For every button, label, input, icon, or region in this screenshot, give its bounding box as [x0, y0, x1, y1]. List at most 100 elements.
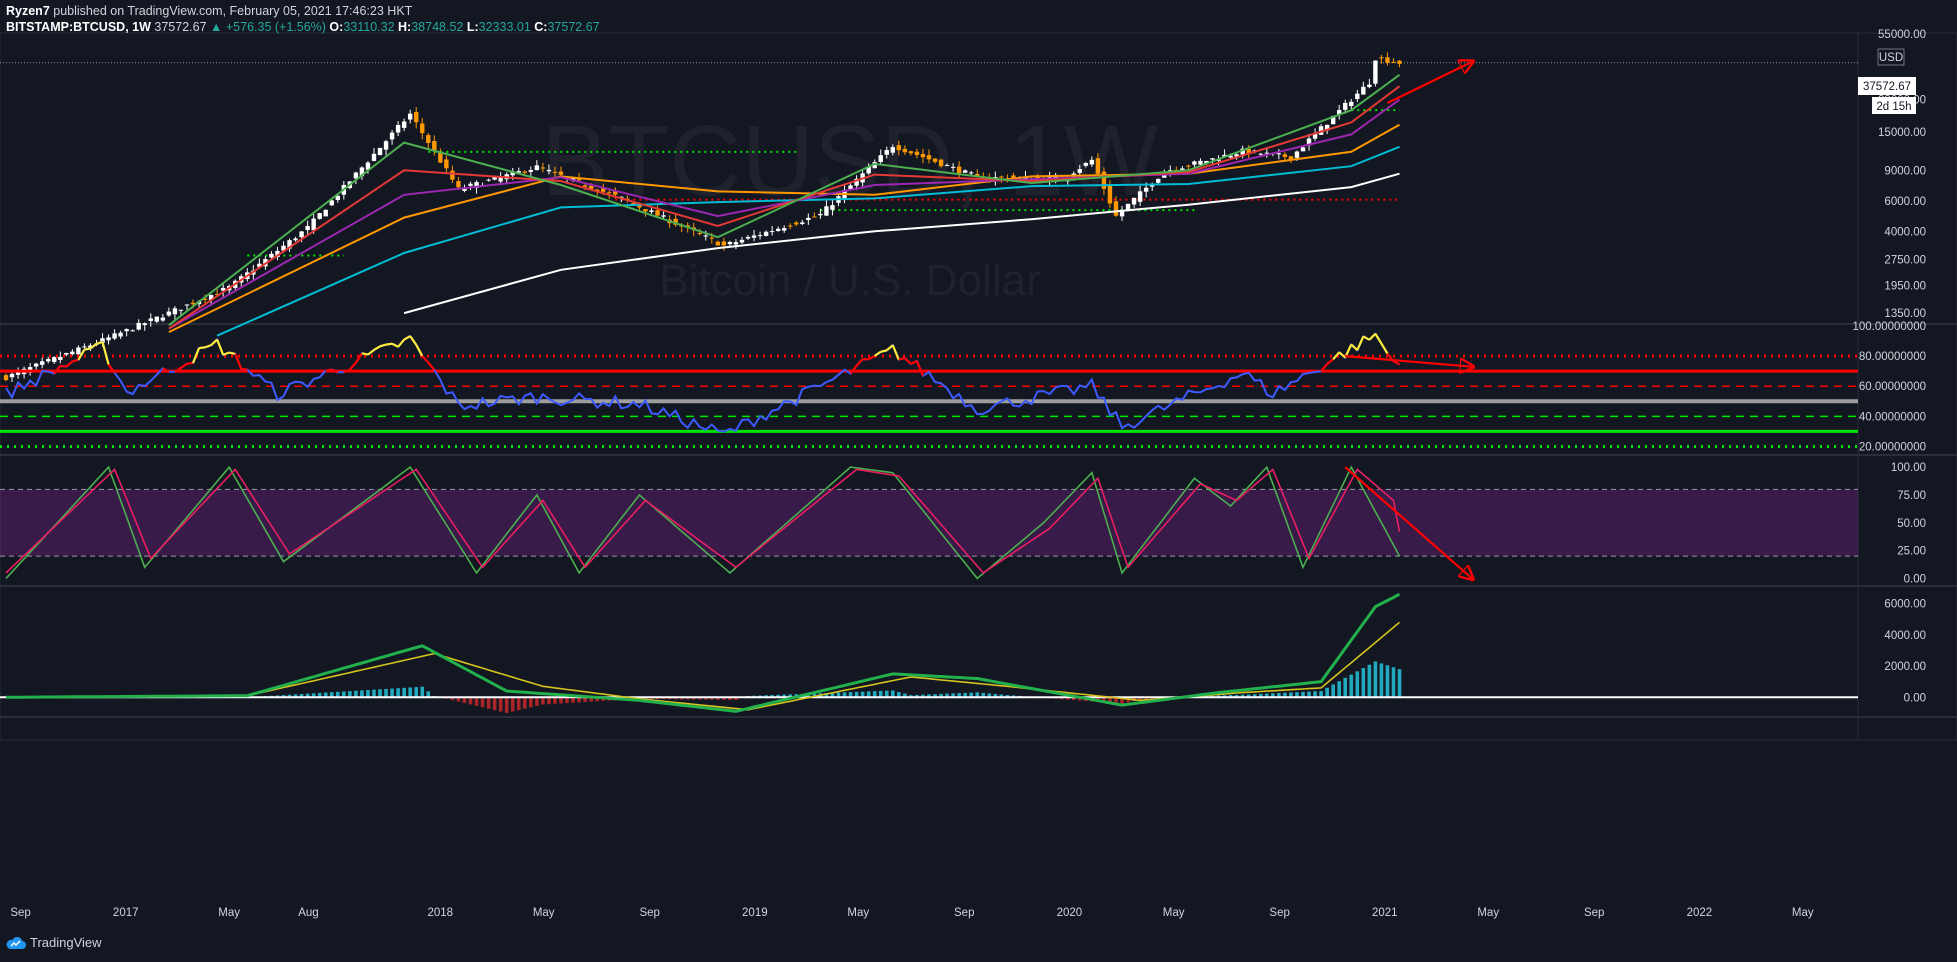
rsi-overbought-segment [891, 344, 900, 361]
candle-body [999, 176, 1004, 178]
candle-body [1107, 185, 1113, 204]
candle-body [824, 206, 829, 216]
macd-histogram-bar [281, 695, 286, 698]
rsi-overbought-segment [204, 344, 212, 349]
candle-body [462, 188, 467, 191]
rsi-divergence-arrow [1345, 355, 1472, 367]
candle-body [269, 253, 274, 258]
candle-body [142, 323, 147, 326]
time-tick-label: 2019 [742, 907, 768, 919]
candle-body [926, 155, 932, 160]
rsi-overbought-segment [1356, 335, 1365, 351]
candle-body [709, 237, 715, 239]
plot-border [0, 32, 1957, 741]
macd-histogram-bar [523, 697, 527, 709]
candle-body [407, 113, 413, 120]
candle-body [715, 241, 721, 246]
macd-histogram-bar [782, 694, 787, 698]
candle-body [1119, 210, 1125, 217]
macd-histogram-bar [1283, 692, 1287, 698]
price-tick-label: 1950.00 [1884, 280, 1926, 292]
macd-histogram-bar [933, 694, 937, 698]
rsi-overbought-segment [880, 349, 888, 353]
candle-body [540, 167, 546, 169]
time-tick-label: May [1163, 907, 1185, 919]
candle-body [160, 317, 166, 321]
candle-body [812, 216, 817, 218]
candle-body [450, 170, 455, 180]
macd-histogram-bar [504, 697, 509, 713]
candle-body [1156, 178, 1161, 183]
candle-body [82, 346, 87, 348]
rsi-overbought-segment [415, 344, 424, 357]
candle-body [1258, 153, 1263, 155]
candle-body [588, 185, 594, 190]
rsi-overbought-segment [191, 347, 201, 364]
macd-histogram-bar [342, 691, 346, 698]
candle-body [1282, 154, 1288, 158]
candle-body [1198, 160, 1203, 165]
candle-body [401, 121, 407, 128]
candle-body [293, 238, 298, 241]
rsi-overbought-segment [397, 338, 405, 348]
candle-body [148, 318, 153, 321]
candle-body [1300, 147, 1306, 152]
macd-histogram-bar [420, 686, 425, 698]
macd-histogram-bar [812, 693, 817, 698]
high-label: H: [398, 20, 412, 34]
macd-histogram-bar [1065, 697, 1070, 700]
candle-body [631, 203, 636, 205]
stoch-tick-label: 0.00 [1904, 573, 1926, 585]
macd-histogram-bar [1120, 697, 1124, 704]
open-value: 33110.32 [343, 20, 395, 34]
rsi-overbought-segment [349, 362, 357, 371]
candle-body [64, 353, 69, 355]
candle-body [486, 179, 491, 181]
time-tick-label: 2020 [1057, 907, 1083, 919]
footer-brand[interactable]: TradingView [6, 935, 102, 950]
candle-body [890, 147, 895, 153]
symbol-name[interactable]: BITSTAMP:BTCUSD, 1W [6, 20, 151, 34]
candle-body [920, 153, 926, 158]
macd-histogram-bar [1349, 674, 1354, 698]
rsi-overbought-segment [331, 368, 339, 374]
candle-body [854, 178, 859, 186]
candle-body [733, 242, 739, 245]
author-name[interactable]: Ryzen7 [6, 4, 50, 18]
moving-average-line [168, 85, 1401, 330]
macd-histogram-bar [728, 697, 732, 700]
candle-body [516, 171, 521, 173]
macd-histogram-bar [1102, 697, 1106, 703]
rsi-overbought-segment [162, 367, 170, 373]
macd-histogram-bar [957, 693, 961, 698]
macd-histogram-bar [1240, 694, 1245, 698]
macd-histogram-bar [1325, 687, 1329, 698]
time-tick-label: May [218, 907, 240, 919]
macd-histogram-bar [360, 690, 364, 698]
candle-body [208, 295, 214, 301]
macd-histogram-bar [903, 693, 907, 698]
macd-histogram-bar [830, 692, 835, 698]
macd-histogram-bar [529, 697, 533, 708]
candle-body [1113, 201, 1119, 216]
macd-histogram-bar [535, 697, 539, 706]
rsi-overbought-segment [53, 365, 62, 375]
candle-body [76, 347, 81, 355]
price-tick-label: 6000.00 [1884, 196, 1926, 208]
candle-body [9, 373, 15, 378]
candle-body [383, 141, 389, 150]
candle-body [52, 357, 57, 363]
macd-histogram-bar [1379, 663, 1384, 698]
time-tick-label: 2022 [1687, 907, 1713, 919]
stoch-tick-label: 75.00 [1897, 490, 1926, 502]
macd-histogram-bar [963, 692, 967, 698]
macd-histogram-bar [1252, 694, 1257, 698]
candle-body [751, 235, 757, 238]
candle-body [414, 112, 419, 123]
candle-body [1246, 148, 1251, 154]
candle-body [492, 176, 497, 180]
candle-body [576, 178, 582, 181]
candle-body [697, 232, 702, 234]
macd-histogram-bar [1337, 681, 1341, 698]
